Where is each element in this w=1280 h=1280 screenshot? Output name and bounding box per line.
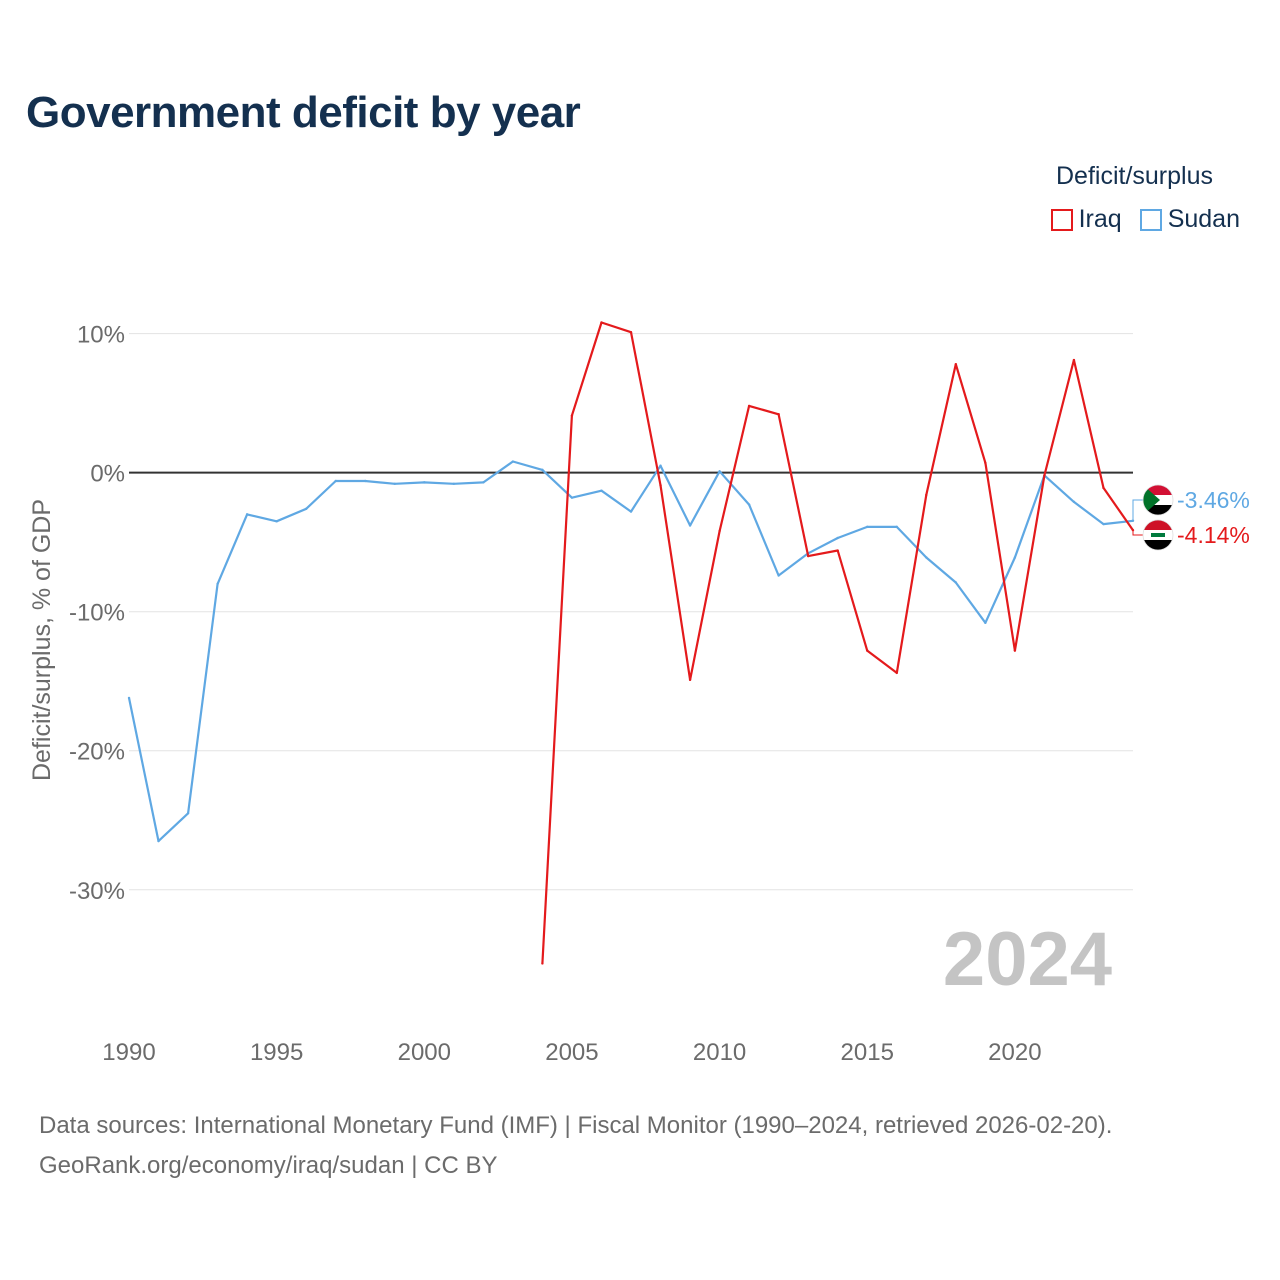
data-point-iraq: [925, 493, 928, 497]
data-source-text: Data sources: International Monetary Fun…: [39, 1112, 1113, 1139]
data-point-iraq: [1102, 486, 1105, 490]
legend-item-sudan[interactable]: Sudan: [1139, 205, 1240, 234]
data-point-sudan: [511, 460, 515, 463]
data-point-sudan: [895, 525, 898, 529]
y-tick-label: -30%: [69, 878, 125, 905]
end-connector-sudan: [1132, 499, 1143, 521]
data-point-sudan: [482, 481, 485, 484]
data-point-iraq: [954, 363, 958, 366]
data-point-sudan: [600, 489, 603, 492]
data-point-iraq: [1013, 649, 1017, 652]
data-point-sudan: [954, 581, 958, 584]
data-point-sudan: [718, 470, 721, 473]
data-point-sudan: [984, 621, 987, 625]
data-point-iraq: [806, 554, 810, 558]
iraq-flag-icon: [1142, 519, 1174, 551]
x-tick-label: 2000: [398, 1039, 451, 1066]
data-point-sudan: [275, 520, 278, 523]
gridlines: [129, 333, 1133, 891]
legend-item-iraq[interactable]: Iraq: [1050, 205, 1122, 234]
legend-label-sudan: Sudan: [1167, 205, 1240, 233]
data-point-sudan: [216, 582, 219, 586]
end-value-label-iraq: -4.14%: [1177, 522, 1250, 548]
data-point-sudan: [452, 482, 456, 485]
data-point-sudan: [334, 479, 337, 483]
end-value-label-sudan: -3.46%: [1177, 487, 1250, 513]
end-connector-iraq: [1132, 530, 1143, 536]
data-point-iraq: [688, 678, 692, 682]
data-point-sudan: [866, 525, 869, 529]
data-point-iraq: [659, 483, 662, 487]
data-point-sudan: [570, 496, 574, 499]
data-point-sudan: [157, 839, 160, 843]
data-point-iraq: [777, 413, 780, 416]
data-point-iraq: [984, 461, 987, 465]
data-point-sudan: [836, 536, 839, 540]
x-axis-ticks: 1990 1995 2000 2005 2010 2015 2020: [102, 1039, 1041, 1066]
y-tick-label: -20%: [69, 739, 125, 766]
y-tick-label: 0%: [90, 461, 125, 488]
chart-title: Government deficit by year: [26, 88, 581, 137]
data-point-sudan: [423, 481, 426, 484]
series-lines: [127, 321, 1135, 965]
data-point-iraq: [718, 529, 721, 533]
data-point-iraq: [895, 671, 898, 675]
data-point-iraq: [866, 649, 869, 652]
data-point-sudan: [659, 464, 662, 467]
data-point-iraq: [836, 549, 839, 552]
data-point-iraq: [541, 962, 544, 965]
sudan-flag-icon: [1142, 484, 1174, 516]
year-watermark: 2024: [943, 917, 1112, 1002]
data-point-sudan: [777, 574, 780, 577]
data-point-sudan: [806, 552, 810, 555]
legend-label-iraq: Iraq: [1078, 205, 1122, 233]
data-point-sudan: [245, 513, 249, 516]
credit-text: GeoRank.org/economy/iraq/sudan | CC BY: [39, 1152, 498, 1179]
data-point-sudan: [393, 482, 396, 485]
data-point-sudan: [1102, 522, 1105, 526]
series-line-sudan: [127, 460, 1134, 843]
data-point-iraq: [1072, 358, 1076, 362]
data-point-iraq: [1043, 474, 1046, 477]
legend-title: Deficit/surplus: [1056, 162, 1213, 190]
legend-swatch-iraq: [1050, 208, 1073, 231]
data-point-sudan: [1043, 474, 1046, 477]
data-point-sudan: [541, 468, 544, 472]
x-tick-label: 2020: [988, 1039, 1041, 1066]
series-line-iraq: [541, 321, 1134, 964]
y-axis-ticks: 10% 0% -10% -20% -30%: [69, 322, 125, 905]
x-tick-label: 2005: [545, 1039, 598, 1066]
footer: Data sources: International Monetary Fun…: [39, 1106, 1112, 1186]
data-point-iraq: [600, 321, 603, 324]
x-tick-label: 1995: [250, 1039, 303, 1066]
x-tick-label: 2015: [841, 1039, 894, 1066]
legend: Iraq Sudan: [1050, 205, 1240, 234]
data-point-sudan: [1013, 556, 1017, 559]
data-point-iraq: [570, 414, 574, 417]
y-tick-label: 10%: [77, 322, 125, 349]
data-point-iraq: [1131, 529, 1135, 532]
x-tick-label: 1990: [102, 1039, 155, 1066]
x-tick-label: 2010: [693, 1039, 746, 1066]
legend-swatch-sudan: [1139, 208, 1162, 231]
data-point-sudan: [1072, 500, 1076, 504]
data-point-sudan: [304, 507, 308, 511]
data-point-sudan: [186, 812, 190, 815]
y-axis-label: Deficit/surplus, % of GDP: [28, 499, 56, 781]
data-point-sudan: [1131, 519, 1135, 522]
data-point-iraq: [629, 331, 633, 334]
data-point-sudan: [364, 479, 367, 483]
data-point-sudan: [127, 696, 131, 700]
end-labels: -3.46% -4.14%: [1132, 484, 1250, 551]
data-point-sudan: [688, 524, 692, 527]
data-point-sudan: [747, 503, 751, 506]
data-point-sudan: [925, 556, 928, 559]
data-point-sudan: [629, 510, 633, 513]
y-tick-label: -10%: [69, 600, 125, 627]
data-point-iraq: [747, 404, 751, 408]
